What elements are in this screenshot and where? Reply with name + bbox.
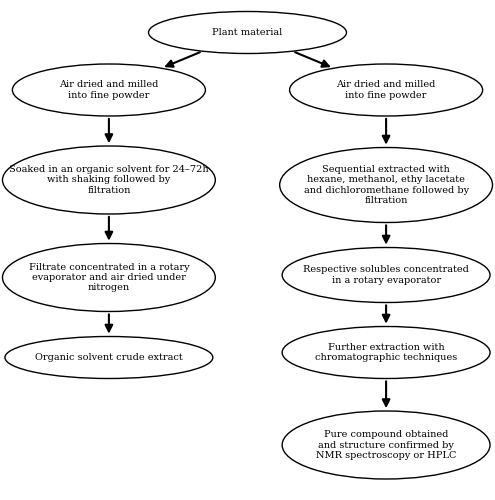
Text: Filtrate concentrated in a rotary
evaporator and air dried under
nitrogen: Filtrate concentrated in a rotary evapor…	[29, 262, 189, 292]
Text: Pure compound obtained
and structure confirmed by
NMR spectroscopy or HPLC: Pure compound obtained and structure con…	[316, 430, 456, 460]
Ellipse shape	[282, 411, 490, 479]
Ellipse shape	[2, 244, 215, 312]
Ellipse shape	[280, 148, 493, 222]
Text: Respective solubles concentrated
in a rotary evaporator: Respective solubles concentrated in a ro…	[303, 266, 469, 284]
Text: Soaked in an organic solvent for 24–72h
with shaking followed by
filtration: Soaked in an organic solvent for 24–72h …	[9, 165, 209, 195]
Text: Organic solvent crude extract: Organic solvent crude extract	[35, 353, 183, 362]
Text: Plant material: Plant material	[212, 28, 283, 37]
Ellipse shape	[5, 336, 213, 378]
Ellipse shape	[290, 64, 483, 116]
Ellipse shape	[148, 12, 346, 53]
Ellipse shape	[282, 326, 490, 378]
Ellipse shape	[12, 64, 205, 116]
Ellipse shape	[282, 248, 490, 302]
Text: Air dried and milled
into fine powder: Air dried and milled into fine powder	[59, 80, 158, 100]
Text: Air dried and milled
into fine powder: Air dried and milled into fine powder	[337, 80, 436, 100]
Ellipse shape	[2, 146, 215, 214]
Text: Sequential extracted with
hexane, methanol, ethy lacetate
and dichloromethane fo: Sequential extracted with hexane, methan…	[303, 165, 469, 205]
Text: Further extraction with
chromatographic techniques: Further extraction with chromatographic …	[315, 343, 457, 362]
